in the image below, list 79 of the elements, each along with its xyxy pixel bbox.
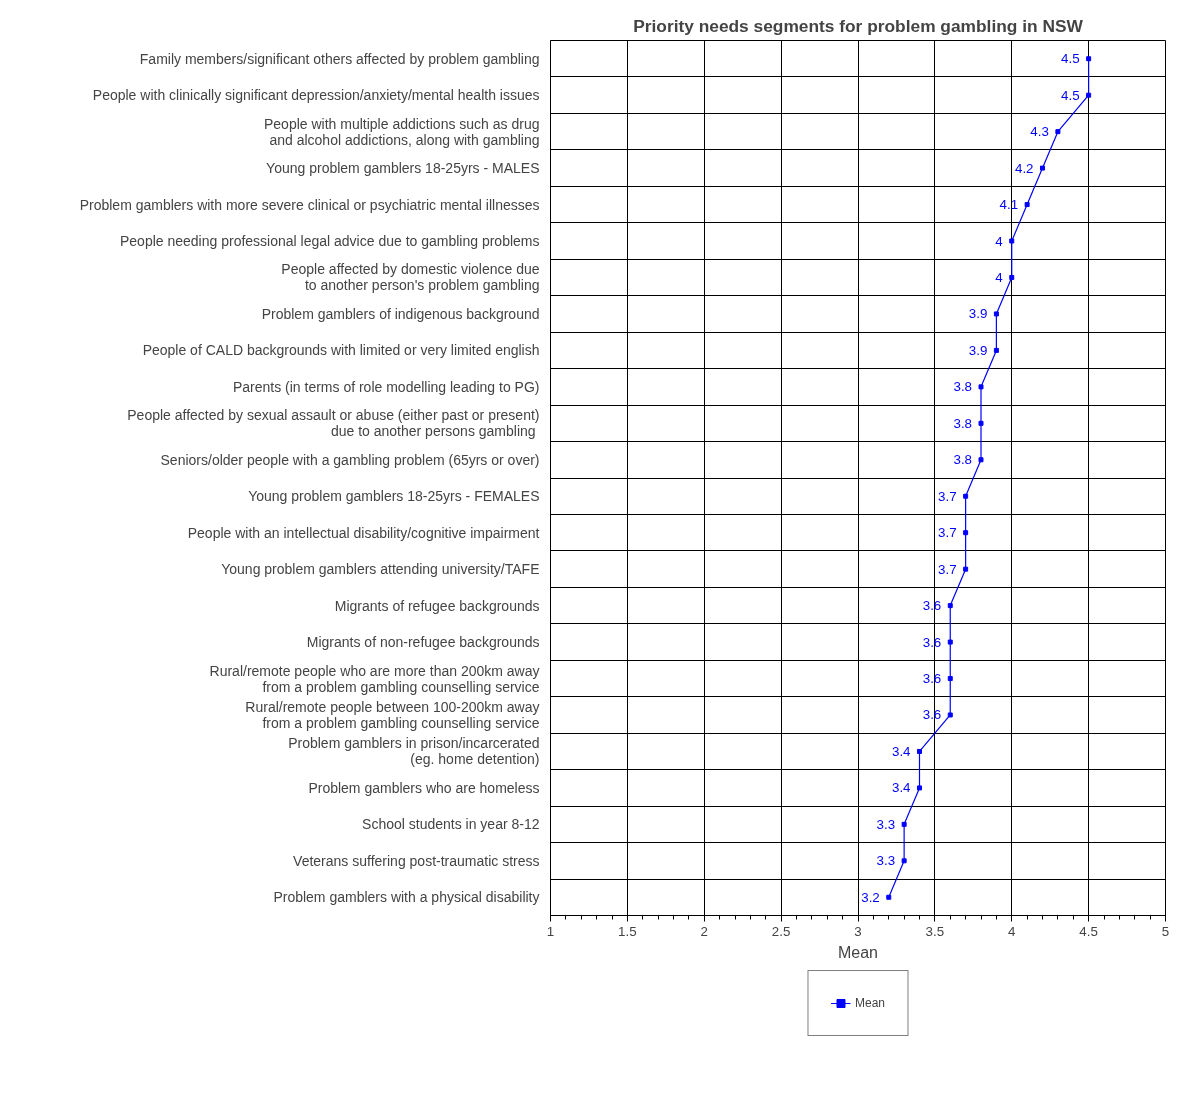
y-tick-label: People with an intellectual disability/cognitive impairment: [187, 524, 540, 541]
y-tick-label: People of CALD backgrounds with limited or very limited english: [142, 342, 540, 359]
point: [1055, 129, 1061, 135]
data-label: 3.3: [876, 853, 896, 869]
data-label: 4.2: [1014, 160, 1034, 176]
x-tick-label: 3: [854, 923, 862, 939]
point: [1024, 202, 1030, 208]
y-tick-label: Problem gamblers who are homeless: [308, 779, 540, 796]
point: [1009, 238, 1015, 244]
x-tick-label: 4: [1008, 923, 1017, 939]
data-label: 3.8: [953, 379, 972, 395]
y-tick-label: Problem gamblers of indigenous background: [261, 305, 540, 322]
point: [917, 748, 922, 754]
point: [901, 858, 907, 864]
data-label: 3.8: [953, 452, 972, 468]
y-tick-label: Veterans suffering post-traumatic stress: [293, 852, 540, 869]
y-tick-label: Young problem gamblers 18-25yrs - FEMALES: [248, 488, 540, 505]
y-tick-label: Young problem gamblers 18-25yrs - MALES: [266, 160, 540, 177]
x-tick-label: 5: [1161, 923, 1170, 939]
data-label: 3.8: [953, 415, 972, 431]
point: [1086, 56, 1092, 62]
point: [947, 639, 953, 645]
point: [978, 384, 984, 390]
x-tick-label: 2: [700, 923, 708, 939]
y-tick-label: Problem gamblers with a physical disability: [273, 889, 540, 906]
data-label: 3.7: [938, 488, 957, 504]
x-tick-label: 1: [546, 923, 555, 939]
y-tick-label: Problem gamblers in prison/incarcerated (eg. home detention): [288, 735, 540, 768]
y-tick-label: People affected by domestic violence due to another person's problem gambling: [281, 261, 540, 294]
point: [978, 420, 984, 426]
y-tick-label: Parents (in terms of role modelling leading to PG): [232, 378, 540, 395]
point: [993, 347, 999, 353]
legend-label: Mean: [854, 996, 886, 1010]
x-tick-label: 2.5: [771, 923, 791, 939]
y-tick-label: Migrants of refugee backgrounds: [334, 597, 540, 614]
point: [947, 603, 953, 609]
point: [993, 311, 999, 317]
y-tick-label: Seniors/older people with a gambling problem (65yrs or over): [160, 451, 540, 468]
point: [1009, 274, 1015, 280]
y-tick-label: People affected by sexual assault or abuse (either past or present) due to another persons gambling: [127, 407, 540, 440]
point: [963, 566, 969, 572]
point: [947, 676, 953, 682]
chart-title: Priority needs segments for problem gambling in NSW: [633, 15, 1084, 36]
point: [1040, 165, 1045, 171]
data-label: 3.4: [891, 780, 912, 796]
y-tick-label: Family members/significant others affected by problem gambling: [139, 50, 540, 67]
y-tick-label: Problem gamblers with more severe clinical or psychiatric mental illnesses: [79, 196, 540, 213]
point: [901, 821, 907, 827]
data-label: 3.4: [891, 743, 912, 759]
data-label: 3.9: [968, 342, 988, 358]
point: [1086, 92, 1092, 98]
y-tick-label: Rural/remote people between 100-200km away from a problem gambling counselling service: [245, 698, 540, 731]
data-label: 4.3: [1030, 124, 1049, 140]
data-label: 4: [995, 233, 1004, 249]
y-tick-label: People with clinically significant depression/anxiety/mental health issues: [92, 87, 540, 104]
x-tick-label: 3.5: [925, 923, 945, 939]
y-tick-label: Migrants of non-refugee backgrounds: [306, 634, 540, 651]
y-tick-label: School students in year 8-12: [362, 816, 540, 833]
x-tick-label: 4.5: [1079, 923, 1098, 939]
data-label: 3.7: [938, 525, 957, 541]
point: [917, 785, 922, 791]
point: [963, 493, 969, 499]
data-label: 3.2: [861, 889, 880, 905]
y-tick-label: Young problem gamblers attending university/TAFE: [221, 561, 540, 578]
point: [963, 530, 969, 536]
data-label: 4.5: [1061, 51, 1080, 67]
y-tick-label: People with multiple addictions such as drug and alcohol addictions, along with gambling: [264, 115, 540, 148]
x-tick-label: 1.5: [618, 923, 637, 939]
data-label: 3.3: [876, 816, 896, 832]
point: [947, 712, 953, 718]
data-label: 4.5: [1061, 87, 1080, 103]
point: [886, 894, 892, 900]
data-label: 3.9: [968, 306, 988, 322]
x-axis-title: Mean: [837, 943, 879, 961]
point: [978, 457, 984, 463]
data-label: 4: [995, 269, 1004, 285]
y-tick-label: Rural/remote people who are more than 200km away from a problem gambling counselling service: [209, 662, 540, 695]
y-tick-label: People needing professional legal advice due to gambling problems: [120, 233, 540, 250]
data-label: 3.7: [938, 561, 957, 577]
